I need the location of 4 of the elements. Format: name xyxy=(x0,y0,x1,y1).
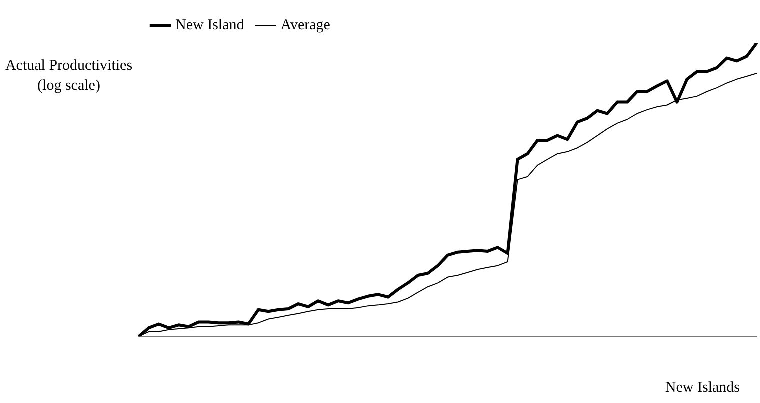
legend-label: Average xyxy=(280,17,331,34)
x-axis-title: New Islands xyxy=(665,380,740,397)
y-axis-title: Actual Productivities (log scale) xyxy=(4,57,134,96)
legend-label: New Island xyxy=(176,17,245,34)
